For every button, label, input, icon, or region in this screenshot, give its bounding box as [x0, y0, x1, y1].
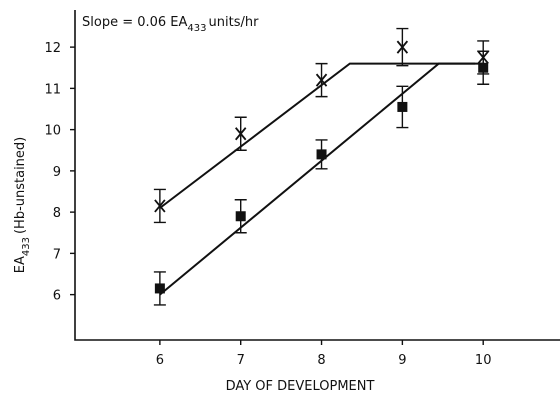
- cross-marker: [315, 73, 328, 87]
- square-marker: [235, 211, 246, 222]
- fit-line: [159, 62, 476, 209]
- y-axis-label: EA433 (Hb-unstained): [13, 137, 32, 273]
- cross-marker: [396, 40, 409, 54]
- y-label-text: EA: [13, 256, 28, 273]
- x-axis-label: DAY OF DEVELOPMENT: [226, 379, 375, 394]
- x-tick-label: 7: [237, 353, 245, 368]
- annotation-text: Slope = 0.06 EA: [82, 15, 188, 30]
- fit-line: [159, 62, 484, 296]
- axes: [74, 10, 560, 341]
- cross-marker: [154, 199, 166, 213]
- annotation-sub: 433: [187, 23, 206, 34]
- x-tick-label: 8: [317, 353, 325, 368]
- x-tick-label: 10: [475, 353, 492, 368]
- square-marker: [478, 62, 489, 73]
- x-tick-label: 9: [398, 353, 406, 368]
- y-tick-label: 10: [44, 124, 61, 139]
- cross-marker: [235, 127, 247, 141]
- y-tick-label: 8: [53, 206, 61, 221]
- annotation: Slope = 0.06 EA433 units/hr: [82, 15, 259, 34]
- y-tick-label: 9: [53, 165, 61, 180]
- x-tick-label: 6: [156, 353, 164, 368]
- square-marker: [316, 149, 327, 160]
- y-label-rest: (Hb-unstained): [13, 137, 28, 234]
- y-tick-label: 6: [53, 289, 61, 304]
- square-marker: [154, 283, 165, 294]
- y-label-sub: 433: [21, 237, 32, 256]
- y-tick-label: 11: [44, 82, 61, 97]
- square-marker: [397, 101, 408, 112]
- annotation-rest: units/hr: [209, 15, 260, 30]
- y-tick-label: 7: [53, 247, 61, 262]
- y-tick-label: 12: [44, 41, 61, 56]
